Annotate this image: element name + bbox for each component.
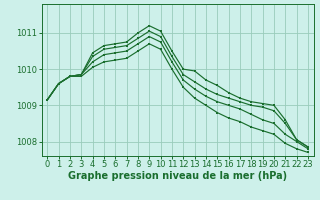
X-axis label: Graphe pression niveau de la mer (hPa): Graphe pression niveau de la mer (hPa) <box>68 171 287 181</box>
